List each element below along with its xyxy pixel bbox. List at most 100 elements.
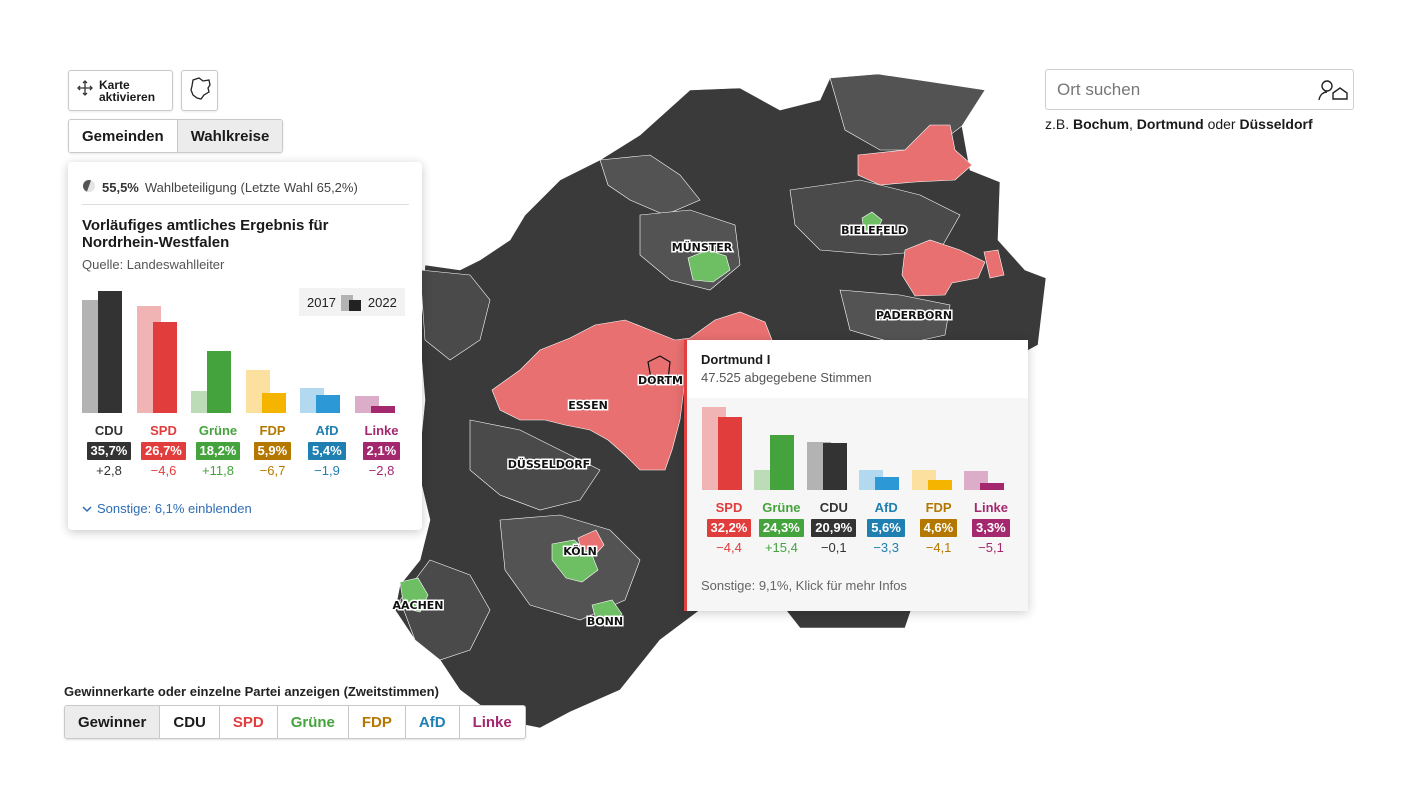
legend-2022-label: 2022: [367, 294, 397, 310]
search-hint: z.B. Bochum, Dortmund oder Düsseldorf: [1045, 116, 1313, 132]
party-share-fdp: 4,6%: [919, 519, 958, 537]
district-footer[interactable]: Sonstige: 9,1%, Klick für mehr Infos: [701, 578, 907, 593]
map-label-dortmund: DORTM: [638, 374, 683, 387]
bar-2022-spd: [718, 416, 742, 490]
party-diff-spd: −4,4: [716, 540, 742, 555]
party-diff-linke: −5,1: [978, 540, 1004, 555]
party-name-afd: AfD: [315, 423, 339, 438]
filter-option-spd[interactable]: SPD: [218, 706, 277, 738]
party-diff-cdu: +2,8: [96, 463, 122, 478]
party-diff-spd: −4,6: [150, 463, 177, 478]
search-hint-bochum[interactable]: Bochum: [1073, 116, 1130, 132]
party-share-linke: 3,3%: [972, 519, 1010, 537]
others-toggle-label: Sonstige: 6,1% einblenden: [97, 501, 252, 516]
chevron-down-icon: [82, 501, 92, 516]
filter-option-cdu[interactable]: CDU: [159, 706, 219, 738]
region-gruene[interactable]: [399, 577, 429, 613]
party-name-afd: AfD: [874, 500, 898, 515]
bar-2022-cdu: [822, 442, 847, 490]
tab-wahlkreise[interactable]: Wahlkreise: [176, 120, 283, 152]
region-gruene[interactable]: [861, 211, 883, 233]
bar-2022-afd: [316, 394, 340, 413]
party-diff-afd: −3,3: [873, 540, 900, 555]
party-name-cdu: CDU: [94, 423, 124, 438]
map-label-aachen: AACHEN: [392, 599, 443, 612]
legend-2017-label: 2017: [307, 294, 336, 310]
party-diff-fdp: −4,1: [925, 540, 952, 555]
bar-2022-spd: [152, 321, 177, 413]
region-outline: [399, 559, 491, 661]
party-share-gruene: 18,2%: [195, 442, 241, 460]
divider: [82, 204, 409, 205]
map-label-essen: ESSEN: [568, 399, 608, 412]
turnout-pie-icon: [82, 179, 96, 196]
party-name-cdu: CDU: [819, 500, 848, 515]
activate-map-label: Karte aktivieren: [99, 79, 155, 103]
search-hint-duesseldorf[interactable]: Düsseldorf: [1239, 116, 1313, 132]
bar-2022-linke: [980, 482, 1004, 490]
result-title: Vorläufiges amtliches Ergebnis für Nordr…: [82, 217, 329, 251]
region-spd[interactable]: [857, 124, 973, 186]
bar-2022-cdu: [98, 290, 122, 413]
selected-district-outline: [647, 355, 671, 385]
bar-2022-afd: [875, 477, 900, 490]
region-outline: [419, 269, 491, 361]
bar-2022-fdp: [261, 392, 286, 413]
district-popup[interactable]: Dortmund I 47.525 abgegebene Stimmen SPD…: [684, 340, 1028, 611]
map-label-duesseldorf: DÜSSELDORF: [508, 457, 590, 471]
party-share-spd: 32,2%: [706, 519, 752, 537]
map-label-muenster: MÜNSTER: [672, 240, 733, 254]
activate-map-button[interactable]: Karte aktivieren: [68, 70, 173, 111]
filter-option-gruene[interactable]: Grüne: [276, 706, 348, 738]
party-diff-cdu: −0,1: [820, 540, 847, 555]
state-bar-chart: CDU 35,7% +2,8 SPD 26,7% −4,6 Grüne 18,2% +11,8 F…: [82, 282, 412, 482]
region-gruene[interactable]: [551, 539, 599, 583]
filter-option-linke[interactable]: Linke: [458, 706, 525, 738]
locate-person-icon[interactable]: [1313, 79, 1353, 101]
party-diff-fdp: −6,7: [259, 463, 286, 478]
party-share-fdp: 5,9%: [253, 442, 292, 460]
state-outline-icon: [187, 76, 213, 105]
activate-map-label-line1: Karte: [99, 77, 130, 92]
region-gruene[interactable]: [687, 249, 731, 283]
party-share-afd: 5,6%: [867, 519, 905, 537]
tab-gemeinden[interactable]: Gemeinden: [69, 120, 177, 152]
district-bar-chart: SPD 32,2% −4,4 Grüne 24,3% +15,4 CDU 20,9% −0,1 A…: [701, 403, 1021, 563]
turnout-row: 55,5% Wahlbeteiligung (Letzte Wahl 65,2%…: [82, 179, 358, 196]
state-outline-button[interactable]: [181, 70, 218, 111]
level-tabs: Gemeinden Wahlkreise: [68, 119, 284, 153]
popup-header: Dortmund I 47.525 abgegebene Stimmen: [687, 340, 1028, 398]
legend-year-swatch: [340, 293, 363, 311]
party-name-fdp: FDP: [259, 423, 286, 438]
region-gruene[interactable]: [591, 599, 623, 627]
region-outline: [839, 289, 951, 346]
party-share-spd: 26,7%: [141, 442, 186, 460]
bar-2022-gruene: [207, 350, 231, 413]
filter-option-fdp[interactable]: FDP: [347, 706, 405, 738]
party-share-cdu: 20,9%: [811, 519, 857, 537]
party-share-linke: 2,1%: [362, 442, 401, 460]
party-diff-linke: −2,8: [368, 463, 395, 478]
region-spd[interactable]: [901, 239, 986, 297]
search-hint-sep: ,: [1129, 116, 1137, 132]
party-name-linke: Linke: [974, 500, 1008, 515]
location-search[interactable]: Ort suchen: [1045, 69, 1354, 110]
others-toggle[interactable]: Sonstige: 6,1% einblenden: [82, 501, 252, 516]
filter-label: Gewinnerkarte oder einzelne Partei anzei…: [64, 684, 439, 699]
move-arrows-icon: [77, 80, 93, 101]
search-input-placeholder[interactable]: Ort suchen: [1057, 79, 1141, 99]
search-hint-prefix: z.B.: [1045, 116, 1074, 132]
region-spd[interactable]: [983, 249, 1005, 279]
region-outline: [599, 154, 701, 216]
search-hint-dortmund[interactable]: Dortmund: [1136, 116, 1204, 132]
region-outline: [469, 419, 601, 511]
map-label-bonn: BONN: [587, 615, 623, 628]
party-diff-gruene: +15,4: [764, 540, 798, 555]
party-share-afd: 5,4%: [308, 442, 346, 460]
bar-2022-linke: [370, 405, 395, 413]
filter-option-afd[interactable]: AfD: [404, 706, 459, 738]
bar-2022-gruene: [770, 434, 795, 490]
party-name-linke: Linke: [364, 423, 399, 438]
party-name-spd: SPD: [715, 500, 743, 515]
filter-option-winner[interactable]: Gewinner: [65, 706, 160, 738]
